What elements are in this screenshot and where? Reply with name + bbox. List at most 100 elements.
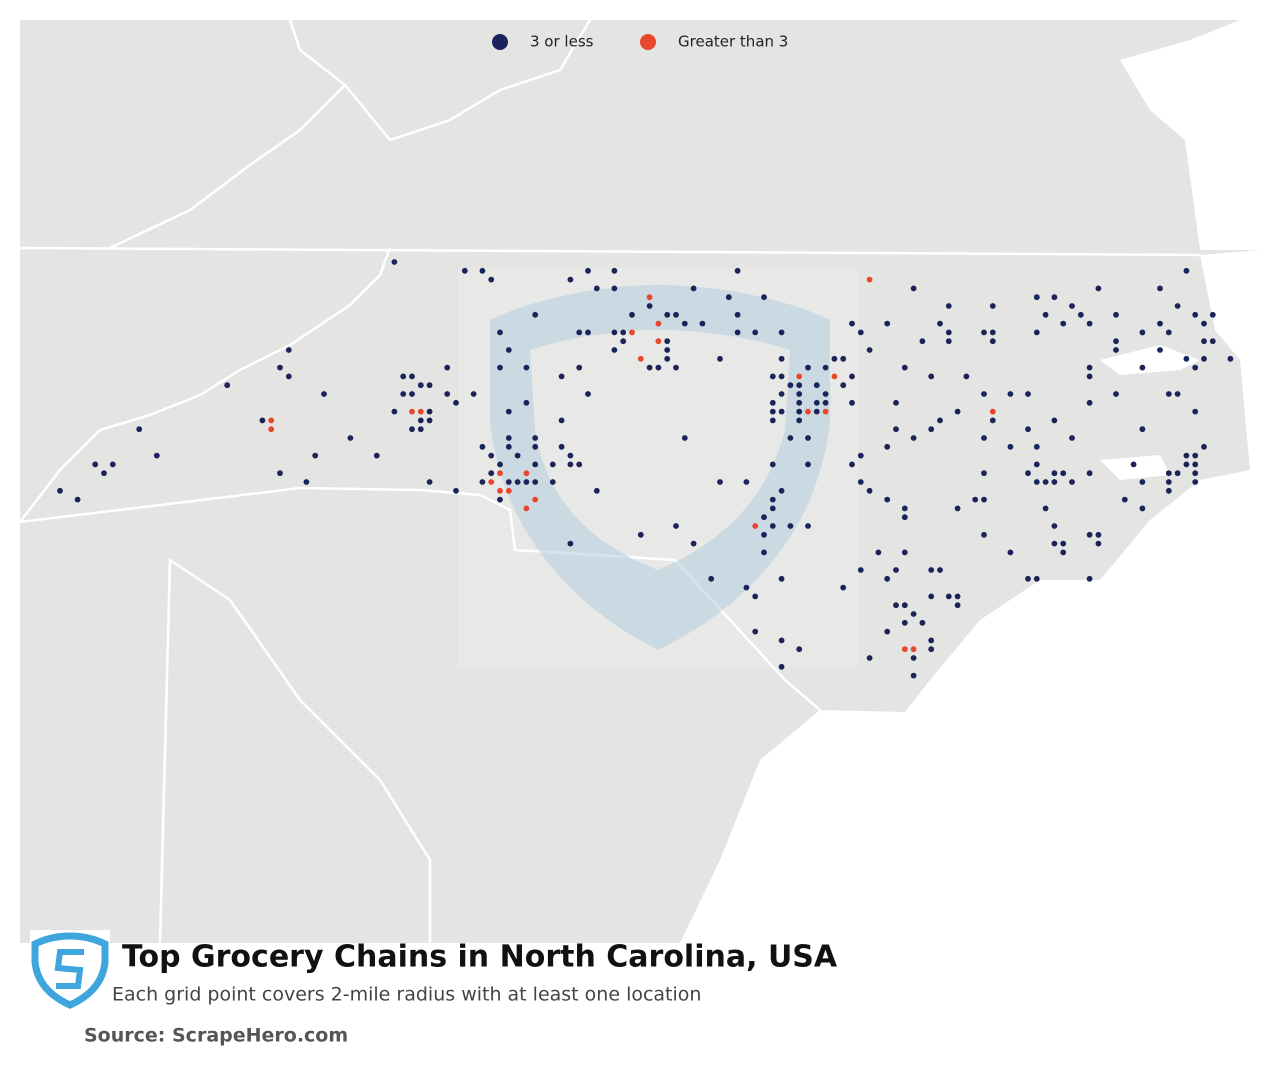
grid-point (655, 338, 662, 345)
grid-point (981, 329, 987, 336)
grid-point (963, 373, 970, 380)
grid-point (796, 417, 803, 424)
grid-point (593, 285, 600, 292)
grid-point (1201, 320, 1207, 327)
grid-point (989, 408, 996, 415)
grid-point (391, 408, 398, 415)
grid-point (523, 399, 530, 406)
grid-point (901, 549, 908, 556)
grid-point (505, 487, 512, 494)
grid-point (585, 329, 591, 336)
grid-point (453, 487, 459, 494)
grid-point (796, 382, 803, 389)
grid-point (681, 435, 688, 441)
grid-point (303, 479, 310, 485)
grid-point (989, 303, 996, 309)
grid-point (136, 426, 143, 433)
grid-point (567, 276, 574, 283)
grid-point (1051, 417, 1058, 424)
grid-point (1025, 470, 1031, 477)
grid-point (857, 567, 864, 573)
legend-label: 3 or less (530, 33, 594, 51)
grid-point (1192, 470, 1199, 477)
grid-point (743, 479, 750, 485)
grid-point (549, 461, 556, 468)
grid-point (1033, 443, 1040, 450)
grid-point (1183, 461, 1190, 468)
grid-point (1139, 426, 1146, 433)
grid-point (470, 391, 477, 397)
grid-point (989, 417, 996, 424)
grid-point (1095, 285, 1102, 292)
grid-point (928, 593, 935, 600)
state-border (158, 557, 432, 944)
grid-point (585, 391, 591, 397)
grid-point (884, 628, 891, 635)
grid-point (1113, 347, 1119, 353)
grid-point (1051, 294, 1058, 301)
grid-point (1095, 540, 1102, 547)
grid-point (769, 408, 776, 415)
grid-point (822, 399, 829, 406)
grid-point (981, 391, 987, 397)
grid-point (901, 619, 908, 626)
state-border (19, 486, 821, 711)
grid-point (901, 514, 908, 521)
grid-point (1174, 391, 1181, 397)
grid-point (901, 602, 908, 609)
grid-point (1086, 399, 1093, 406)
grid-point (558, 417, 565, 424)
grid-point (1060, 470, 1067, 477)
grid-point (690, 285, 697, 292)
grid-point (849, 461, 855, 468)
grid-point (1183, 355, 1190, 362)
grid-point (523, 479, 530, 485)
grid-point (1121, 496, 1128, 503)
grid-point (391, 259, 398, 265)
grid-point (805, 461, 811, 468)
grid-point (1086, 320, 1093, 327)
grid-point (1033, 575, 1040, 582)
grid-point (505, 408, 512, 415)
grid-point (1033, 461, 1040, 468)
grid-point (1157, 320, 1163, 327)
grid-point (769, 417, 776, 424)
grid-point (655, 320, 662, 327)
grid-point (637, 531, 644, 538)
grid-point (417, 382, 424, 389)
grid-point (849, 373, 855, 380)
grid-point (1139, 479, 1146, 485)
grid-point (664, 347, 671, 353)
grid-point (945, 593, 952, 600)
grid-point (1051, 523, 1058, 529)
grid-point (1033, 294, 1040, 301)
grid-point (875, 549, 882, 556)
grid-point (778, 575, 785, 582)
grid-point (1192, 479, 1199, 485)
grid-point (1201, 355, 1207, 362)
legend-swatch (640, 34, 656, 50)
grid-point (805, 435, 811, 441)
grid-point (752, 523, 759, 529)
grid-point (1201, 443, 1207, 450)
grid-point (769, 496, 776, 503)
grid-point (505, 435, 512, 441)
grid-point (1051, 479, 1058, 485)
grid-point (972, 496, 979, 503)
grid-point (1209, 311, 1216, 318)
grid-point (532, 311, 539, 318)
grid-point (567, 540, 574, 547)
grid-point (928, 567, 935, 573)
grid-point (1060, 320, 1067, 327)
grid-point (1139, 364, 1146, 371)
grid-point (1192, 461, 1199, 468)
grid-point (725, 294, 732, 301)
grid-point (400, 373, 407, 380)
grid-point (761, 549, 767, 556)
grid-point (1069, 303, 1075, 309)
grid-point (910, 611, 917, 617)
grid-point (153, 452, 160, 459)
grid-point (426, 479, 433, 485)
grid-point (444, 391, 451, 397)
grid-point (523, 470, 530, 477)
